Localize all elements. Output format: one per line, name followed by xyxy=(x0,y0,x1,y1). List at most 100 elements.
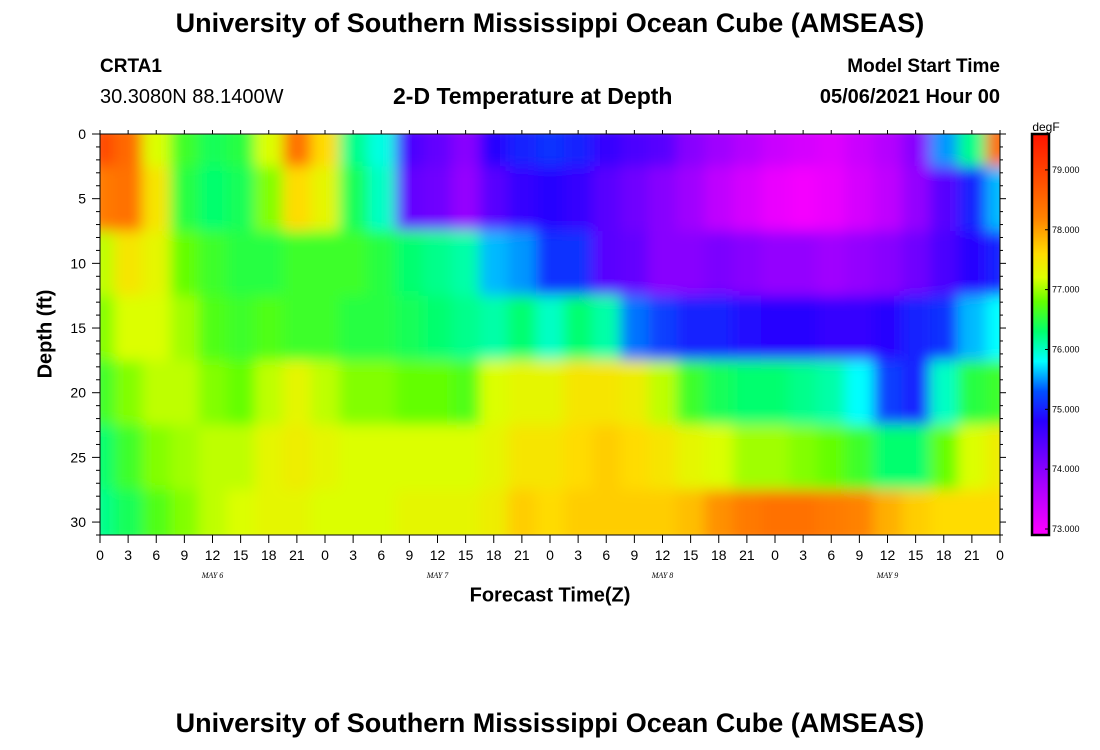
x-tick-label: 6 xyxy=(377,547,385,563)
heatmap-cell xyxy=(535,295,565,361)
heatmap-cell xyxy=(929,295,959,361)
x-tick-label: 12 xyxy=(655,547,671,563)
heatmap-cell xyxy=(901,425,931,491)
heatmap-cell xyxy=(564,166,593,232)
heatmap-cell xyxy=(142,360,171,426)
heatmap-cell xyxy=(170,489,199,535)
heatmap-cell xyxy=(198,489,228,535)
heatmap-cell xyxy=(704,360,734,426)
heatmap-cell xyxy=(985,134,1000,167)
heatmap-cell xyxy=(367,425,396,491)
colorbar-scale xyxy=(1030,132,1051,537)
heatmap-cell xyxy=(423,231,453,297)
x-tick-label: 6 xyxy=(602,547,610,563)
heatmap-cell xyxy=(114,166,143,232)
heatmap-cell xyxy=(170,425,199,491)
heatmap-cell xyxy=(451,166,481,232)
heatmap-cell xyxy=(564,489,593,535)
x-tick-label: 3 xyxy=(799,547,807,563)
heatmap-cell xyxy=(100,425,115,491)
x-tick-label: 18 xyxy=(261,547,277,563)
heatmap-cell xyxy=(310,489,340,535)
colorbar-tick-label: 79.000 xyxy=(1052,165,1080,175)
colorbar-tick-label: 75.000 xyxy=(1052,404,1080,414)
y-tick-label: 5 xyxy=(78,191,86,207)
heatmap-cell xyxy=(676,489,706,535)
heatmap-cell xyxy=(479,231,509,297)
heatmap-cell xyxy=(254,295,284,361)
heatmap-cell xyxy=(198,360,228,426)
heatmap-cell xyxy=(479,166,509,232)
heatmap-cell xyxy=(845,231,874,297)
y-axis-ticks: 0 5 10 15 20 25 30 xyxy=(70,126,1006,536)
heatmap-cell xyxy=(339,489,368,535)
colorbar: 73.000 74.000 75.000 76.000 77.000 78.000 79.0… xyxy=(1030,132,1080,537)
heatmap-cell xyxy=(929,134,959,167)
heatmap-cell xyxy=(620,360,649,426)
heatmap-cell xyxy=(732,295,762,361)
x-tick-label: 15 xyxy=(233,547,249,563)
heatmap-cell xyxy=(620,134,649,167)
heatmap-cell xyxy=(423,360,453,426)
heatmap-cell xyxy=(901,166,931,232)
chart-subtitle: 2-D Temperature at Depth xyxy=(393,83,673,109)
heatmap-cell xyxy=(479,360,509,426)
heatmap-cell xyxy=(367,231,396,297)
heatmap-cell xyxy=(114,489,143,535)
heatmap-cell xyxy=(282,360,312,426)
heatmap-cell xyxy=(985,295,1000,361)
heatmap-cell xyxy=(817,295,846,361)
heatmap-cell xyxy=(985,360,1000,426)
heatmap-cell xyxy=(901,295,931,361)
x-tick-label: 15 xyxy=(683,547,699,563)
heatmap-cell xyxy=(367,489,396,535)
heatmap-cell xyxy=(592,295,621,361)
heatmap-cell xyxy=(873,231,903,297)
x-tick-label: 18 xyxy=(486,547,502,563)
heatmap-cell xyxy=(845,134,874,167)
heatmap-cell xyxy=(226,489,256,535)
heatmap-cell xyxy=(676,231,706,297)
heatmap-cell xyxy=(704,134,734,167)
heatmap-cell xyxy=(339,231,368,297)
colorbar-tick-label: 77.000 xyxy=(1052,285,1080,295)
heatmap-cell xyxy=(507,134,537,167)
heatmap-cell xyxy=(282,231,312,297)
heatmap-cell xyxy=(479,489,509,535)
heatmap-cell xyxy=(564,134,593,167)
x-tick-label: 6 xyxy=(827,547,835,563)
x-tick-label: 0 xyxy=(321,547,329,563)
y-tick-label: 10 xyxy=(70,255,86,271)
heatmap-cell xyxy=(142,425,171,491)
heatmap-cell xyxy=(100,134,115,167)
heatmap-cell xyxy=(282,134,312,167)
heatmap-cell xyxy=(535,134,565,167)
heatmap-cell xyxy=(535,231,565,297)
heatmap-cell xyxy=(873,489,903,535)
heatmap-cell xyxy=(254,425,284,491)
heatmap-cell xyxy=(957,489,987,535)
heatmap-cell xyxy=(592,425,621,491)
heatmap-cell xyxy=(451,425,481,491)
heatmap-cell xyxy=(310,134,340,167)
heatmap-cell xyxy=(845,166,874,232)
heatmap-cell xyxy=(789,360,818,426)
heatmap-cell xyxy=(395,425,424,491)
heatmap-cell xyxy=(100,295,115,361)
x-tick-label: 0 xyxy=(96,547,104,563)
x-tick-label: 9 xyxy=(855,547,863,563)
heatmap-cell xyxy=(676,295,706,361)
heatmap-cell xyxy=(901,360,931,426)
heatmap-cell xyxy=(310,231,340,297)
x-tick-label: 9 xyxy=(630,547,638,563)
heatmap-cell xyxy=(620,489,649,535)
heatmap-cell xyxy=(367,360,396,426)
heatmap-cell xyxy=(114,360,143,426)
model-start-label: Model Start Time xyxy=(847,56,1000,77)
x-axis-ticks: 0 3 6 9 12 15 18 21 0 3 6 9 12 15 18 21 0 3 6 9 12 15 18 21 0 3 6 9… xyxy=(96,130,1004,580)
heatmap-cell xyxy=(873,295,903,361)
heatmap-cell xyxy=(100,231,115,297)
heatmap-cell xyxy=(873,360,903,426)
heatmap-cell xyxy=(620,231,649,297)
heatmap-cell xyxy=(789,425,818,491)
